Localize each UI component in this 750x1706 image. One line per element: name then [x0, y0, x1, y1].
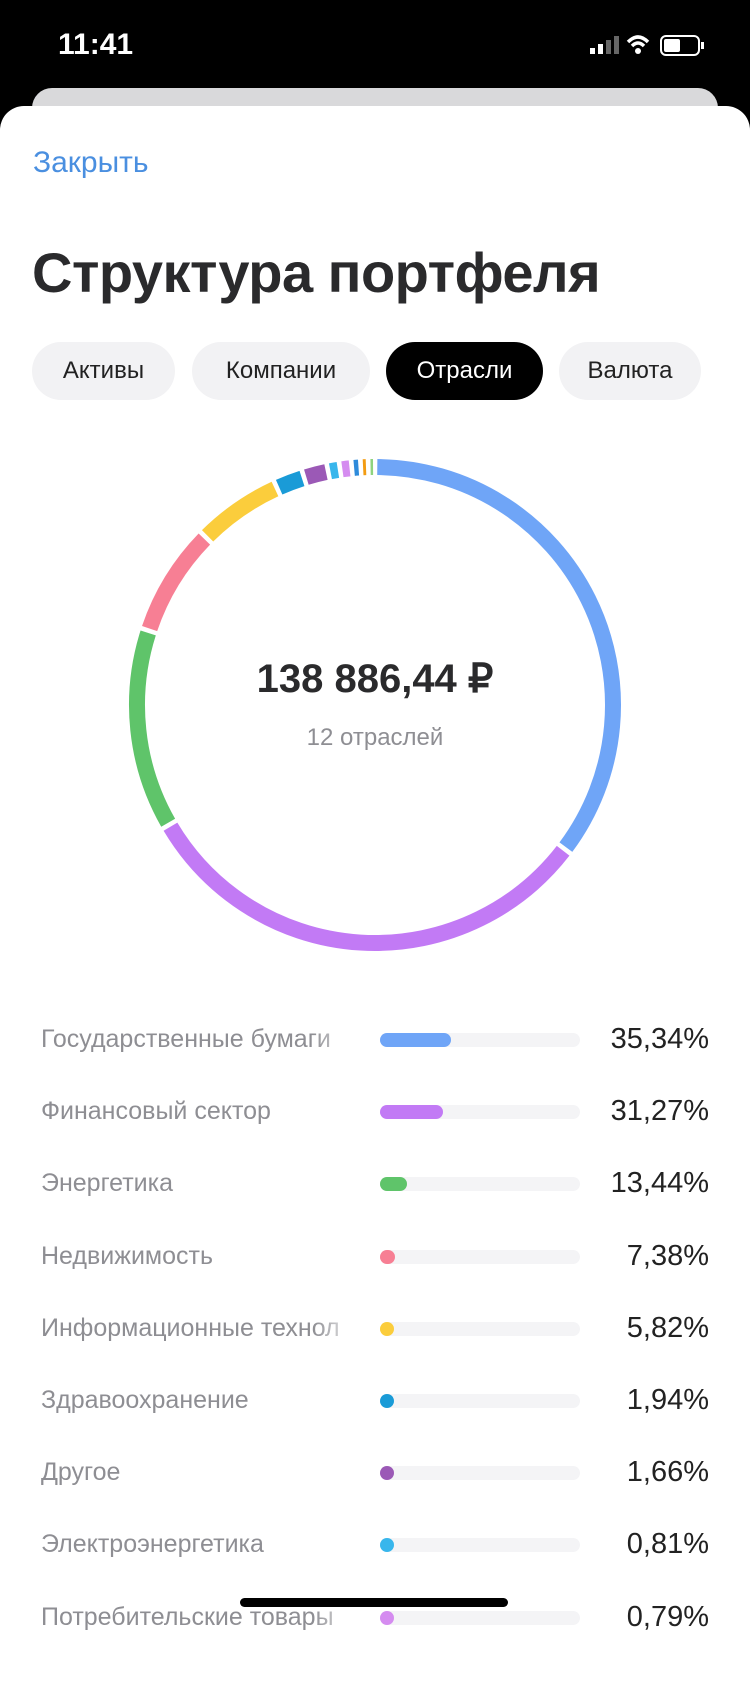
donut-segment — [330, 470, 337, 471]
donut-segment — [279, 478, 302, 487]
sector-name: Государственные бумаги — [41, 1025, 361, 1054]
bar-track — [380, 1105, 580, 1119]
sector-percent: 0,81% — [627, 1528, 709, 1561]
sector-percent: 1,66% — [627, 1456, 709, 1489]
status-icons — [588, 32, 718, 60]
bar-track — [380, 1322, 580, 1336]
bar-track — [380, 1033, 580, 1047]
bar-fill — [380, 1033, 451, 1047]
home-indicator — [240, 1598, 508, 1607]
sector-percent: 1,94% — [627, 1384, 709, 1417]
sector-name: Энергетика — [41, 1169, 361, 1198]
sector-percent: 0,79% — [627, 1601, 709, 1634]
donut-segment — [306, 472, 326, 477]
tab[interactable]: Отрасли — [386, 342, 543, 400]
bar-fill — [380, 1250, 395, 1264]
total-subtitle: 12 отраслей — [0, 724, 750, 752]
screen: 11:41 Закрыть Структура портфеля Активы К… — [0, 0, 750, 1624]
sector-percent: 31,27% — [611, 1095, 709, 1128]
sector-percent: 13,44% — [611, 1167, 709, 1200]
bar-fill — [380, 1177, 407, 1191]
bar-fill — [380, 1105, 443, 1119]
tab[interactable]: Валюта — [559, 342, 701, 400]
sector-name: Информационные технол — [41, 1314, 361, 1343]
sector-percent: 35,34% — [611, 1023, 709, 1056]
bar-track — [380, 1177, 580, 1191]
donut-chart — [0, 440, 750, 980]
sector-name: Здравоохранение — [41, 1386, 361, 1415]
close-button[interactable]: Закрыть — [33, 146, 149, 180]
sector-percent: 7,38% — [627, 1240, 709, 1273]
donut-segment — [342, 468, 349, 469]
bar-fill — [380, 1466, 394, 1480]
donut-segment — [208, 489, 275, 536]
page-title: Структура портфеля — [32, 240, 600, 305]
total-value: 138 886,44 ₽ — [0, 656, 750, 702]
status-time: 11:41 — [58, 28, 133, 62]
tab[interactable]: Компании — [192, 342, 370, 400]
bar-track — [380, 1538, 580, 1552]
sector-percent: 5,82% — [627, 1312, 709, 1345]
bar-fill — [380, 1538, 394, 1552]
bar-track — [380, 1250, 580, 1264]
bar-track — [380, 1466, 580, 1480]
bar-fill — [380, 1611, 394, 1625]
sector-name: Электроэнергетика — [41, 1530, 361, 1559]
sector-name: Недвижимость — [41, 1242, 361, 1271]
bar-track — [380, 1611, 580, 1625]
donut-segment — [150, 539, 205, 628]
sector-name: Другое — [41, 1458, 361, 1487]
donut-segment — [170, 827, 563, 943]
tab[interactable]: Активы — [32, 342, 175, 400]
bar-fill — [380, 1394, 394, 1408]
bar-track — [380, 1394, 580, 1408]
sector-name: Финансовый сектор — [41, 1097, 361, 1126]
bar-fill — [380, 1322, 394, 1336]
